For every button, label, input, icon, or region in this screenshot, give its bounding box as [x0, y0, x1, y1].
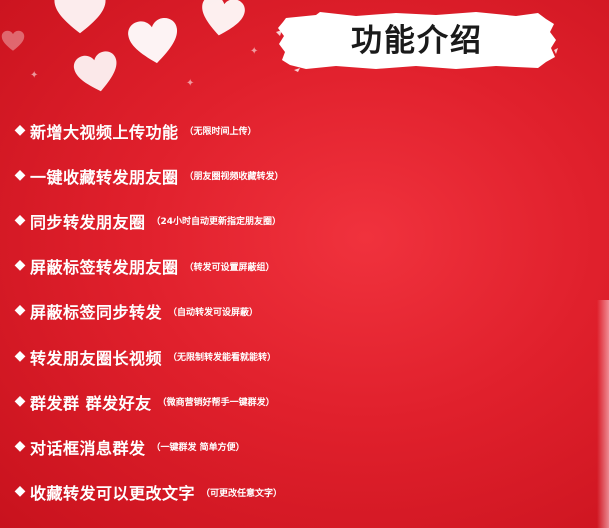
- diamond-bullet-icon: ◆: [14, 166, 26, 183]
- feature-title: 收藏转发可以更改文字: [30, 484, 196, 504]
- feature-item: ◆ 对话框消息群发 （一键群发 简单方便）: [10, 424, 606, 469]
- feature-item: ◆ 群发群 群发好友 （微商营销好帮手一键群发）: [10, 379, 606, 424]
- feature-title: 群发群 群发好友: [30, 393, 152, 413]
- feature-item: ◆ 一键收藏转发朋友圈 （朋友圈视频收藏转发）: [10, 153, 606, 198]
- feature-title: 屏蔽标签同步转发: [30, 303, 163, 323]
- page-title: 功能介绍: [351, 23, 483, 59]
- feature-note: （一键群发 简单方便）: [151, 443, 245, 454]
- sparkle-icon: ✦: [186, 78, 195, 89]
- feature-note: （微商营销好帮手一键群发）: [157, 398, 275, 409]
- feature-note: （24小时自动更新指定朋友圈）: [151, 217, 282, 228]
- feature-item: ◆ 转发朋友圈长视频 （无限制转发能看就能转）: [10, 334, 606, 379]
- edge-highlight: [597, 300, 609, 528]
- heart-icon: [54, 0, 106, 34]
- feature-item: ◆ 屏蔽标签同步转发 （自动转发可设屏蔽）: [10, 289, 606, 334]
- title-banner: 功能介绍: [276, 10, 558, 72]
- feature-list: ◆ 新增大视频上传功能 （无限时间上传） ◆ 一键收藏转发朋友圈 （朋友圈视频收藏转发） ◆…: [10, 108, 606, 515]
- feature-note: （转发可设置屏蔽组）: [184, 262, 275, 273]
- diamond-bullet-icon: ◆: [14, 121, 26, 138]
- diamond-bullet-icon: ◆: [14, 347, 26, 364]
- feature-title: 一键收藏转发朋友圈: [30, 167, 179, 187]
- feature-title: 同步转发朋友圈: [30, 212, 146, 232]
- feature-title: 新增大视频上传功能: [30, 122, 179, 142]
- feature-title: 屏蔽标签转发朋友圈: [30, 258, 179, 278]
- feature-note: （朋友圈视频收藏转发）: [184, 172, 284, 183]
- diamond-bullet-icon: ◆: [14, 392, 26, 409]
- feature-item: ◆ 新增大视频上传功能 （无限时间上传）: [10, 108, 606, 153]
- heart-icon: [128, 18, 177, 64]
- feature-note: （无限时间上传）: [184, 127, 257, 138]
- feature-title: 对话框消息群发: [30, 438, 146, 458]
- diamond-bullet-icon: ◆: [14, 437, 26, 454]
- feature-item: ◆ 收藏转发可以更改文字 （可更改任意文字）: [10, 470, 606, 515]
- feature-note: （自动转发可设屏蔽）: [168, 307, 259, 318]
- diamond-bullet-icon: ◆: [14, 211, 26, 228]
- sparkle-icon: ✦: [250, 46, 259, 57]
- diamond-bullet-icon: ◆: [14, 483, 26, 500]
- heart-icon: [202, 0, 245, 36]
- heart-icon: [73, 51, 117, 92]
- feature-note: （可更改任意文字）: [201, 488, 283, 499]
- banner-shape: [276, 12, 558, 72]
- heart-icon: [1, 30, 25, 51]
- diamond-bullet-icon: ◆: [14, 302, 26, 319]
- sparkle-icon: ✦: [30, 70, 39, 81]
- diamond-bullet-icon: ◆: [14, 257, 26, 274]
- feature-item: ◆ 同步转发朋友圈 （24小时自动更新指定朋友圈）: [10, 198, 606, 243]
- feature-note: （无限制转发能看就能转）: [168, 353, 277, 364]
- feature-item: ◆ 屏蔽标签转发朋友圈 （转发可设置屏蔽组）: [10, 244, 606, 289]
- feature-title: 转发朋友圈长视频: [30, 348, 163, 368]
